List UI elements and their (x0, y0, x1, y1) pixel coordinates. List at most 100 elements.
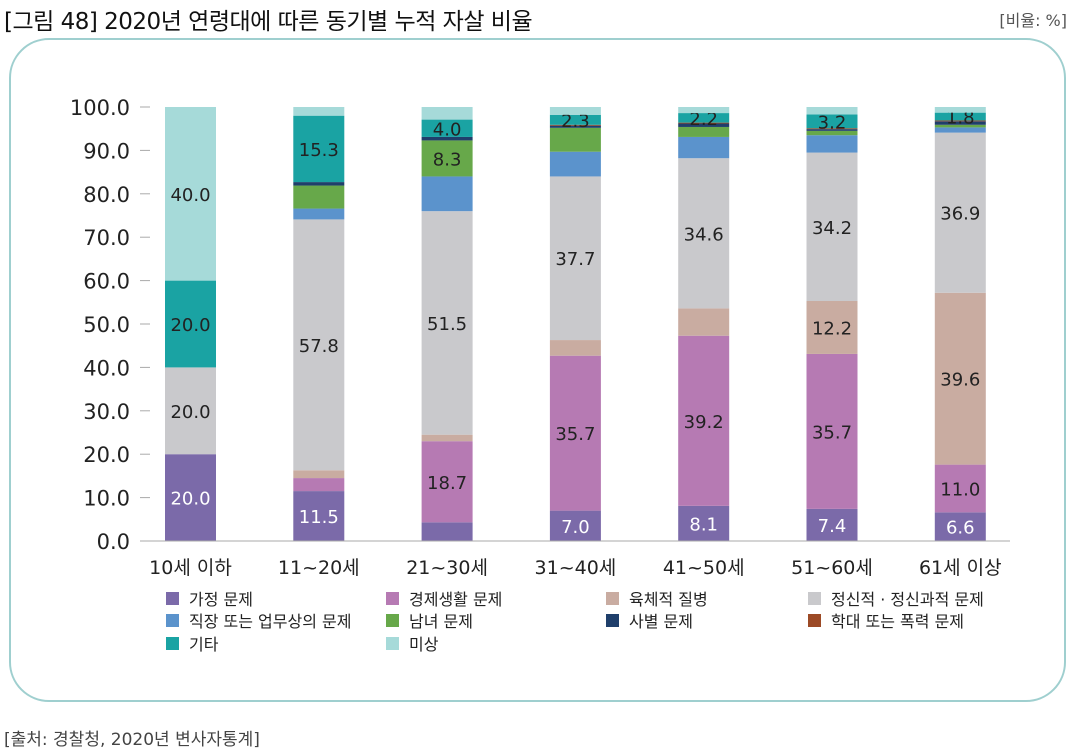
bar-segment (806, 152, 858, 301)
bar-value-label: 8.3 (433, 149, 462, 170)
legend-label: 가정 문제 (189, 590, 253, 609)
legend-label: 미상 (409, 635, 439, 654)
bar-value-label: 1.8 (946, 108, 975, 129)
bar-segment (678, 136, 730, 159)
bar-value-label: 15.3 (299, 140, 339, 161)
bar-segment (678, 335, 730, 506)
bar-value-label: 12.2 (812, 318, 852, 339)
x-tick-label: 10세 이하 (149, 557, 232, 579)
bar-value-label: 11.0 (940, 479, 980, 500)
unit-label: [비율: %] (999, 11, 1067, 30)
y-tick-label: 40.0 (83, 356, 130, 380)
bar-segment (806, 114, 858, 129)
bar-segment (806, 130, 858, 136)
bar-value-label: 6.6 (946, 518, 975, 539)
bar-segment (678, 113, 730, 123)
legend-item: 가정 문제 (166, 587, 253, 609)
y-tick-label: 90.0 (83, 139, 130, 163)
bar-segment (678, 308, 730, 336)
legend-item: 기타 (166, 632, 218, 654)
bar-segment (165, 367, 216, 455)
bar-value-label: 3.2 (818, 112, 847, 133)
bar-segment (165, 280, 216, 368)
bar-segment (806, 508, 858, 541)
x-tick-label: 21~30세 (406, 557, 488, 579)
bar-value-label: 11.5 (299, 507, 339, 528)
bar-segment (678, 107, 730, 114)
bar-segment (549, 114, 601, 125)
bar-value-label: 39.6 (940, 370, 980, 391)
bar-segment (293, 182, 345, 186)
legend-swatch (808, 613, 821, 627)
bar-segment (934, 107, 986, 113)
y-tick-label: 0.0 (97, 530, 130, 554)
bar-value-label: 4.0 (433, 119, 462, 140)
legend-item: 경제생활 문제 (386, 587, 502, 609)
bar-segment (934, 120, 986, 122)
legend-item: 육체적 질병 (606, 587, 708, 609)
bar-value-label: 51.5 (427, 314, 467, 335)
bar-segment (934, 127, 986, 133)
bar-stacks: 20.0 20.0 20.0 40.0 11.5 57.8 15.3 18.7 51.5 8.3 4… (165, 107, 986, 541)
bar-value-label: 20.0 (170, 315, 210, 336)
bar-segment (934, 132, 986, 293)
legend-swatch (166, 591, 179, 605)
legend-item: 미상 (386, 632, 438, 654)
bar-segment (806, 353, 858, 509)
bar-segment (934, 112, 986, 121)
y-tick-label: 30.0 (83, 400, 130, 424)
bar-value-label: 36.9 (940, 204, 980, 225)
bar-segment (934, 292, 986, 465)
bar-segment (421, 522, 473, 541)
bar-segment (293, 491, 345, 541)
chart-title: [그림 48] 2020년 연령대에 따른 동기별 누적 자살 비율 (4, 9, 533, 35)
bar-segment (293, 107, 345, 116)
bar-segment (806, 129, 858, 131)
bar-segment (293, 219, 345, 471)
bar-segment (678, 122, 730, 124)
bar-value-label: 7.0 (561, 517, 590, 538)
bar-segment (678, 123, 730, 127)
y-tick-label: 70.0 (83, 226, 130, 250)
legend-swatch (166, 636, 179, 650)
bar-segment (165, 454, 216, 541)
legend-label: 사별 문제 (629, 612, 693, 631)
bar-segment (678, 158, 730, 309)
legend-item: 남녀 문제 (386, 609, 473, 631)
bar-segment (421, 136, 473, 141)
bar-value-label: 2.2 (689, 109, 718, 130)
bar-value-label: 39.2 (684, 412, 724, 433)
bar-value-label: 20.0 (170, 402, 210, 423)
y-tick-label: 10.0 (83, 487, 130, 511)
y-tick-label: 60.0 (83, 270, 130, 294)
bar-segment (421, 211, 473, 435)
legend-item: 정신적 · 정신과적 문제 (808, 587, 984, 609)
bar-segment (549, 127, 601, 152)
bar-segment (934, 121, 986, 125)
bar-value-label: 35.7 (812, 422, 852, 443)
y-tick-label: 50.0 (83, 313, 130, 337)
bar-segment (293, 470, 345, 479)
bar-value-label: 35.7 (555, 424, 595, 445)
legend-swatch (808, 591, 821, 605)
bar-value-label: 2.3 (561, 111, 590, 132)
y-tick-label: 80.0 (83, 183, 130, 207)
bar-segment (421, 441, 473, 523)
legend-label: 기타 (189, 635, 219, 654)
bar-segment (549, 125, 601, 128)
y-tick-label: 100.0 (70, 96, 130, 120)
legend-label: 육체적 질병 (629, 590, 708, 609)
legend-swatch (386, 636, 399, 650)
bar-value-label: 40.0 (170, 185, 210, 206)
x-tick-label: 11~20세 (278, 557, 360, 579)
legend-item: 직장 또는 업무상의 문제 (166, 609, 351, 631)
legend-swatch (606, 591, 619, 605)
bar-segment (806, 300, 858, 354)
legend-swatch (386, 613, 399, 627)
bar-segment (421, 176, 473, 212)
bar-segment (549, 176, 601, 341)
legend-label: 정신적 · 정신과적 문제 (831, 590, 984, 609)
bar-value-label: 18.7 (427, 473, 467, 494)
legend-item: 학대 또는 폭력 문제 (808, 609, 964, 631)
